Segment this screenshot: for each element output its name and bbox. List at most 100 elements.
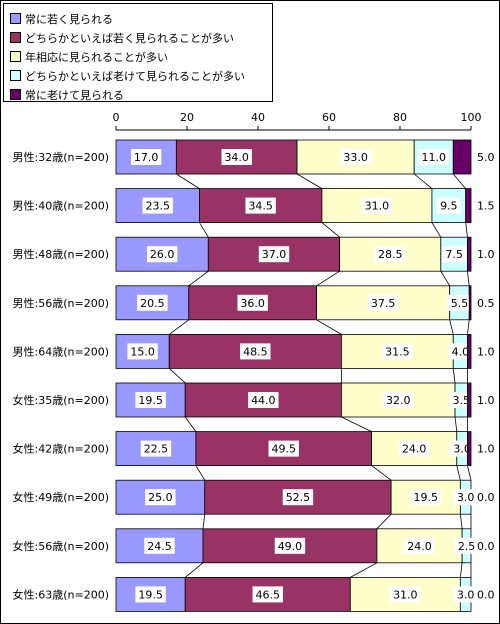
x-tick-label: 40 xyxy=(251,111,265,124)
data-label-bg xyxy=(237,294,268,311)
bar-segment xyxy=(467,236,472,272)
series-line xyxy=(168,368,186,384)
series-line xyxy=(454,416,458,432)
series-line xyxy=(199,222,209,238)
bar-segment xyxy=(468,285,472,321)
data-label: 24.5 xyxy=(147,540,172,553)
bar-segment xyxy=(341,333,454,369)
data-label-bg xyxy=(252,586,283,603)
data-label: 49.5 xyxy=(271,443,296,456)
series-line xyxy=(440,270,451,287)
bar-segment xyxy=(467,431,472,467)
series-line xyxy=(184,562,204,578)
data-label-bg xyxy=(404,537,435,554)
data-label: 49.0 xyxy=(278,540,303,553)
category-label: 女性:56歳(n=200) xyxy=(13,539,109,553)
legend-item-mostly-young: どちらかといえば若く見られることが多い xyxy=(4,28,272,47)
data-label: 19.5 xyxy=(138,394,163,407)
data-label: 4.0 xyxy=(452,345,470,358)
legend-swatch xyxy=(10,89,21,100)
data-label: 37.5 xyxy=(371,297,396,310)
data-label-bg xyxy=(367,294,399,311)
data-label: 52.5 xyxy=(286,491,311,504)
data-label-bg xyxy=(274,537,306,554)
data-label-bg xyxy=(361,197,393,214)
data-label: 34.5 xyxy=(248,200,273,213)
data-label-bg xyxy=(453,489,478,506)
data-label: 3.0 xyxy=(457,491,475,504)
category-label: 男性:32歳(n=200) xyxy=(13,150,109,164)
data-label: 22.5 xyxy=(144,443,169,456)
data-label-bg xyxy=(399,440,430,457)
data-label-bg xyxy=(127,343,158,360)
legend-item-always-young: 常に若く見られる xyxy=(4,9,272,28)
data-label: 37.0 xyxy=(262,248,287,261)
legend-item-always-old: 常に老けて見られる xyxy=(4,85,272,104)
data-label-bg xyxy=(245,197,276,214)
legend-swatch xyxy=(10,32,21,43)
series-line xyxy=(350,562,378,578)
legend-label: どちらかといえば若く見られることが多い xyxy=(25,31,234,45)
data-label: 19.5 xyxy=(413,491,438,504)
category-label: 男性:48歳(n=200) xyxy=(13,247,109,261)
data-label-bg xyxy=(221,149,252,165)
category-label: 男性:40歳(n=200) xyxy=(13,199,109,213)
data-label: 24.0 xyxy=(402,443,427,456)
data-label: 1.5 xyxy=(477,200,495,213)
data-label: 5.0 xyxy=(477,151,495,164)
legend-swatch xyxy=(10,13,21,24)
data-label: 26.0 xyxy=(150,248,175,261)
data-label: 11.0 xyxy=(421,151,446,164)
legend-swatch xyxy=(10,70,21,81)
data-label: 1.0 xyxy=(477,345,495,358)
series-line xyxy=(316,319,342,335)
bar-segment xyxy=(467,382,472,418)
data-label: 33.0 xyxy=(343,151,368,164)
category-label: 女性:42歳(n=200) xyxy=(13,442,109,456)
data-label-bg xyxy=(145,489,176,506)
series-line xyxy=(169,319,190,335)
data-label: 19.5 xyxy=(138,588,163,601)
data-label: 0.0 xyxy=(477,491,495,504)
series-line xyxy=(188,270,209,287)
series-line xyxy=(376,513,392,530)
data-label: 32.0 xyxy=(386,394,411,407)
data-label-bg xyxy=(135,586,166,603)
series-line xyxy=(321,222,340,238)
legend-label: 常に若く見られる xyxy=(25,12,113,26)
x-tick-label: 0 xyxy=(113,111,120,124)
data-label-bg xyxy=(390,586,421,603)
data-label-bg xyxy=(146,246,178,263)
series-line xyxy=(341,416,372,432)
data-label: 0.0 xyxy=(477,588,495,601)
series-line xyxy=(202,514,206,529)
data-label-bg xyxy=(383,392,414,408)
data-label: 28.5 xyxy=(378,248,403,261)
series-line xyxy=(452,368,456,384)
bar-segment xyxy=(465,188,472,224)
data-label-bg xyxy=(142,197,173,214)
data-label: 0.5 xyxy=(477,297,495,310)
data-label-bg xyxy=(382,343,413,360)
series-line xyxy=(467,319,470,335)
series-line xyxy=(465,222,468,238)
data-label: 31.0 xyxy=(393,588,418,601)
bar-segment xyxy=(467,333,472,369)
x-tick-label: 80 xyxy=(393,111,407,124)
data-label: 3.0 xyxy=(457,588,475,601)
series-line xyxy=(459,562,463,578)
series-line xyxy=(467,465,472,481)
data-label: 20.5 xyxy=(140,297,165,310)
data-label: 3.0 xyxy=(453,443,471,456)
category-label: 女性:49歳(n=200) xyxy=(13,490,109,504)
series-line xyxy=(431,222,442,238)
data-label-bg xyxy=(436,197,461,214)
legend-item-mostly-old: どちらかといえば老けて見られることが多い xyxy=(4,66,272,85)
x-tick-label: 20 xyxy=(180,111,194,124)
data-label-bg xyxy=(448,343,473,360)
data-label: 1.0 xyxy=(477,443,495,456)
data-label-bg xyxy=(282,489,314,506)
data-label: 1.0 xyxy=(477,394,495,407)
legend-label: 常に老けて見られる xyxy=(25,88,124,102)
